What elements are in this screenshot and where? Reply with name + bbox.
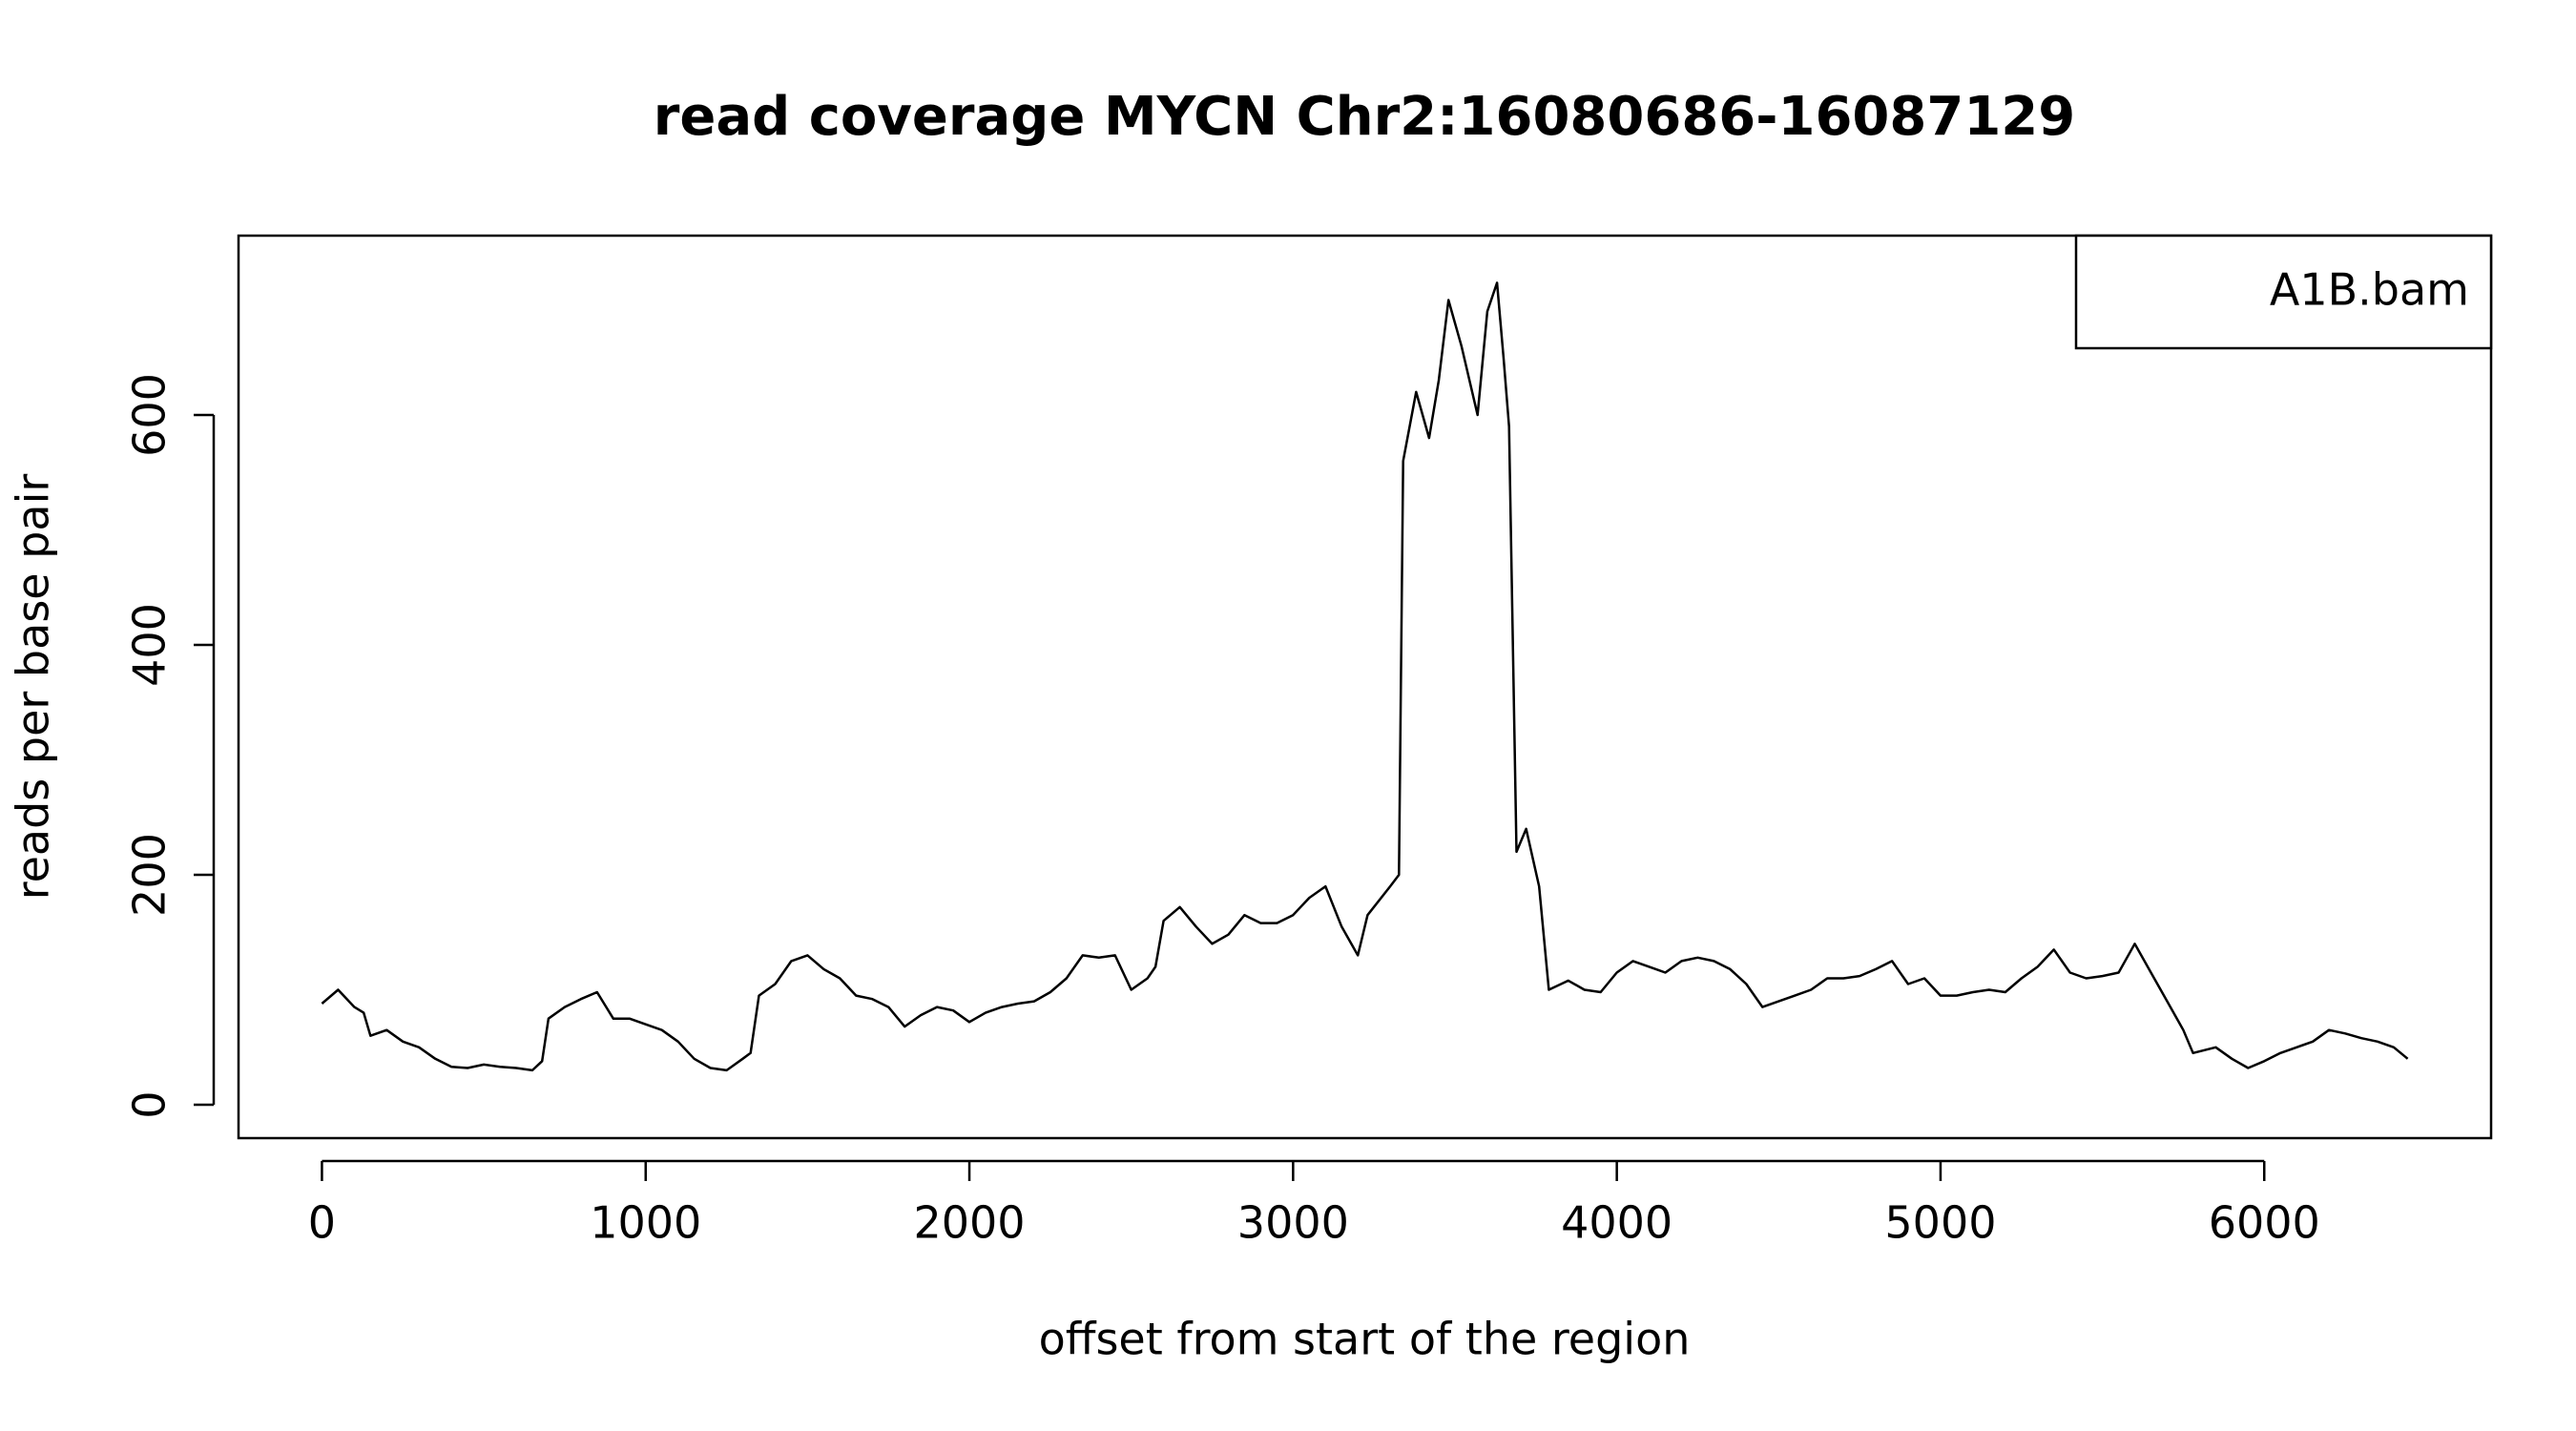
x-tick-label: 5000 (1884, 1197, 1996, 1249)
x-tick-label: 1000 (590, 1197, 701, 1249)
x-tick-label: 4000 (1561, 1197, 1672, 1249)
chart-title: read coverage MYCN Chr2:16080686-1608712… (654, 86, 2075, 148)
y-tick-label: 200 (124, 833, 176, 917)
x-tick-label: 2000 (914, 1197, 1026, 1249)
y-axis-label: reads per base pair (8, 474, 59, 901)
x-tick-label: 6000 (2209, 1197, 2320, 1249)
x-tick-label: 3000 (1237, 1197, 1349, 1249)
legend-box (2074, 234, 2493, 350)
x-tick-label: 0 (308, 1197, 336, 1249)
x-axis-label: offset from start of the region (1039, 1314, 1691, 1365)
y-tick-label: 400 (124, 603, 176, 687)
y-tick-label: 0 (124, 1090, 176, 1118)
y-tick-label: 600 (124, 373, 176, 457)
plot-frame (237, 234, 2493, 1140)
coverage-line (321, 281, 2409, 1072)
legend-label: A1B.bam (2270, 264, 2469, 316)
